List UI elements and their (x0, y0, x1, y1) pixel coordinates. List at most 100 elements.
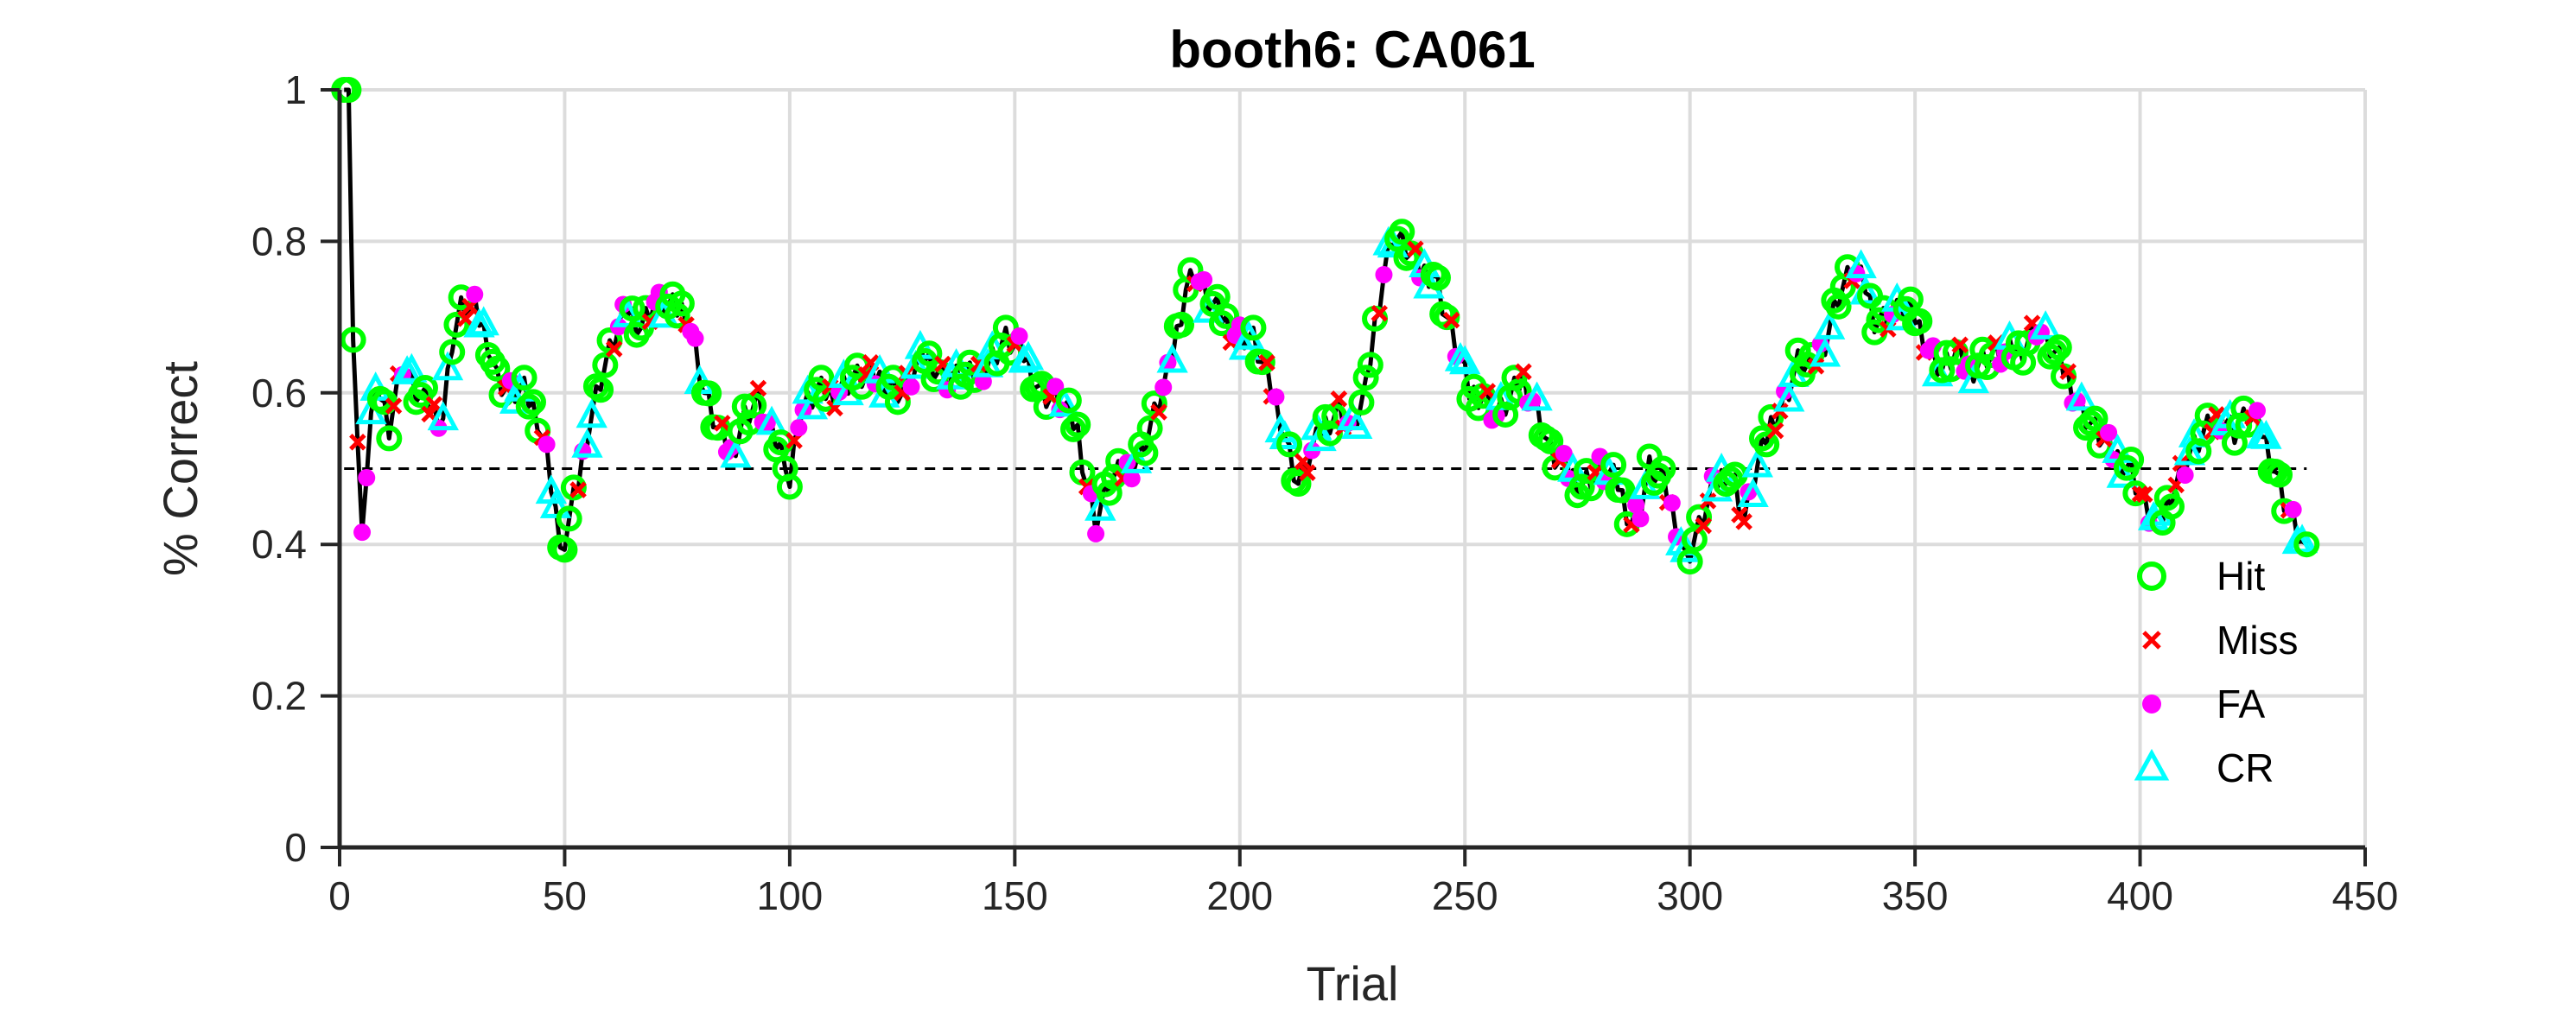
legend-hit-icon (2137, 561, 2166, 591)
miss-marker (425, 396, 443, 414)
cr-marker (971, 347, 1004, 377)
cr-marker (571, 428, 603, 458)
legend: Hit Miss FA CR (2134, 554, 2299, 790)
fa-marker (466, 285, 484, 303)
hit-marker (2118, 446, 2145, 473)
cr-marker (576, 398, 607, 428)
x-tick-label: 200 (1206, 873, 1273, 918)
cr-marker (2173, 435, 2206, 466)
miss-marker (713, 415, 731, 432)
hit-marker (1213, 302, 1240, 329)
fa-marker (537, 435, 556, 454)
miss-marker (605, 340, 623, 358)
x-tick-label: 0 (328, 873, 351, 918)
cr-marker (1957, 364, 1990, 394)
x-tick-label: 50 (543, 873, 587, 918)
miss-stroke (569, 481, 587, 498)
fa-marker (1154, 378, 1173, 396)
miss-stroke (1695, 517, 1713, 535)
cr-marker (1449, 345, 1481, 375)
hit-marker (2293, 531, 2320, 558)
cr-marker (1444, 341, 1477, 371)
miss-stroke (2208, 406, 2225, 423)
cr-marker (1008, 343, 1040, 373)
miss-stroke (934, 355, 951, 373)
hit-marker (1065, 411, 1091, 438)
hit-marker (484, 355, 511, 382)
x-axis-label: Trial (1307, 956, 1399, 1011)
cr-marker (396, 352, 428, 383)
fa-marker (1195, 270, 1213, 289)
miss-marker (385, 397, 403, 415)
fa-marker (1010, 327, 1028, 346)
hit-marker (1609, 477, 1636, 504)
hit-marker (1312, 403, 1339, 430)
cr-marker (2029, 310, 2062, 339)
hit-marker (1276, 431, 1303, 458)
cr-marker (1084, 492, 1116, 521)
hit-marker (1933, 339, 1960, 366)
miss-stroke (2131, 485, 2149, 503)
y-axis-label: % Correct (153, 361, 207, 576)
hit-marker (556, 505, 582, 532)
hit-marker (1906, 308, 1933, 334)
cr-marker (755, 405, 788, 435)
x-tick-label: 300 (1657, 873, 1723, 918)
series-layer (331, 77, 2320, 575)
fa-marker (902, 377, 920, 396)
hit-marker (2082, 405, 2109, 432)
hit-marker (340, 327, 366, 353)
legend-fa-icon (2142, 695, 2161, 714)
hit-marker (511, 365, 537, 391)
miss-stroke (1587, 464, 1605, 481)
miss-marker (2135, 485, 2153, 504)
hit-marker (1168, 311, 1195, 338)
legend-item-hit: Hit (2137, 554, 2265, 599)
miss-stroke (1299, 464, 1316, 481)
hit-marker (2159, 493, 2185, 520)
cr-marker (1521, 381, 1553, 411)
miss-marker (1299, 464, 1316, 481)
y-tick-labels: 0 0.2 0.4 0.6 0.8 1 (251, 67, 307, 870)
hit-marker (1501, 365, 1528, 391)
legend-miss-icon (2142, 631, 2161, 650)
miss-stroke (457, 310, 474, 327)
axes (321, 88, 2367, 866)
hit-marker (668, 290, 695, 317)
miss-stroke (385, 397, 403, 415)
miss-marker (1258, 353, 1275, 371)
cr-marker (1809, 337, 1841, 367)
hit-marker (776, 473, 803, 500)
miss-stroke (1258, 353, 1275, 371)
fa-marker (2248, 402, 2266, 420)
fa-marker (2176, 466, 2194, 484)
legend-item-cr: CR (2134, 745, 2274, 790)
x-tick-label: 450 (2332, 873, 2399, 918)
cr-marker (1156, 343, 1188, 373)
x-tick-label: 100 (757, 873, 824, 918)
hit-marker (1055, 387, 1082, 414)
cr-marker (720, 438, 752, 468)
cr-marker (1012, 340, 1045, 371)
cr-marker (2250, 419, 2282, 449)
fa-marker (1087, 524, 1105, 542)
miss-marker (1766, 422, 1784, 440)
miss-stroke (1442, 311, 1460, 329)
hit-marker (592, 352, 619, 378)
hit-marker (519, 389, 546, 416)
hit-marker (1393, 244, 1420, 271)
miss-marker (1442, 311, 1460, 329)
fa-marker (1123, 470, 1141, 488)
hit-marker (1897, 286, 1924, 313)
fa-marker (790, 419, 808, 437)
miss-stroke (1766, 422, 1784, 440)
y-tick-label: 1 (284, 67, 307, 112)
legend-label: Miss (2217, 618, 2299, 663)
x-tick-labels: 0 50 100 150 200 250 300 350 400 450 (328, 873, 2398, 918)
fa-marker (2100, 423, 2118, 441)
hit-marker (1389, 219, 1415, 245)
fa-marker (1555, 444, 1573, 462)
hit-marker (1285, 471, 1312, 498)
miss-stroke (2023, 314, 2041, 332)
